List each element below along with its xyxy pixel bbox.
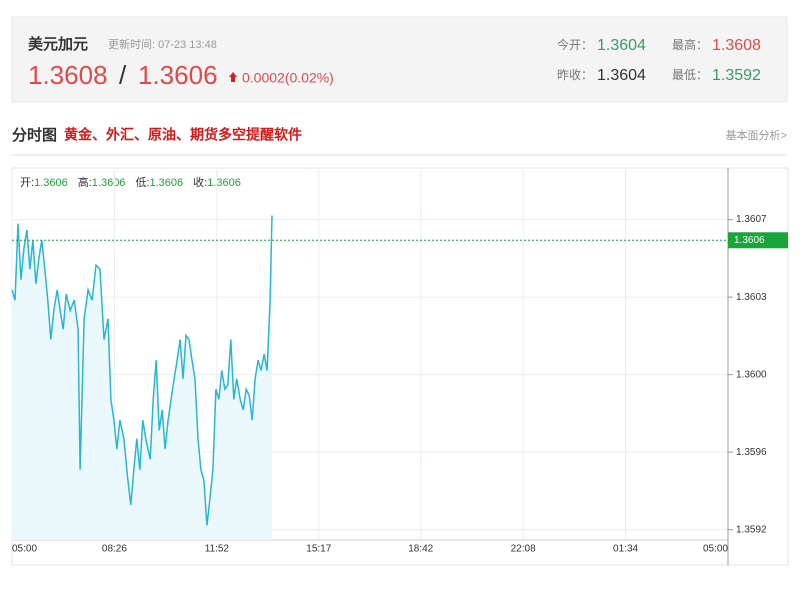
summary-value: 1.3606 xyxy=(150,177,184,189)
stat-label: 昨收： xyxy=(557,68,593,82)
y-tick-label: 1.3596 xyxy=(736,447,767,458)
summary-label: 收: xyxy=(193,175,207,189)
x-tick-label: 05:00 xyxy=(703,544,728,555)
x-tick-label: 08:26 xyxy=(102,544,127,555)
stat-label: 最高： xyxy=(672,37,708,52)
section-title: 分时图 xyxy=(12,127,57,144)
stat-value: 1.3608 xyxy=(712,37,761,54)
x-tick-label: 18:42 xyxy=(408,544,433,555)
price-2: 1.3606 xyxy=(138,60,218,90)
area xyxy=(12,215,273,540)
separator: / xyxy=(119,60,127,90)
summary-label: 开: xyxy=(20,177,34,189)
x-tick-label: 22:08 xyxy=(511,544,536,555)
x-tick-label: 11:52 xyxy=(205,544,230,555)
y-tick-label: 1.3600 xyxy=(736,369,767,380)
last-price-badge xyxy=(728,232,788,249)
x-tick-label: 01:34 xyxy=(613,544,638,555)
promo-link[interactable]: 黄金、外汇、原油、期货多空提醒软件 xyxy=(64,127,302,143)
y-tick-label: 1.3607 xyxy=(736,214,767,225)
stat-label: 今开： xyxy=(557,37,593,52)
stat-value: 1.3592 xyxy=(712,67,761,84)
x-tick-label: 15:17 xyxy=(306,544,331,555)
summary-label: 低: xyxy=(135,176,149,189)
quote-panel xyxy=(11,16,788,103)
summary-label: 高: xyxy=(78,175,92,189)
stat-label: 最低： xyxy=(672,68,708,82)
change: 0.0002(0.02%) xyxy=(242,70,334,86)
update-time: 更新时间: 07-23 13:48 xyxy=(108,37,217,51)
last-price-label: 1.3606 xyxy=(734,235,765,246)
x-tick-label: 05:00 xyxy=(12,544,37,555)
y-tick-label: 1.3592 xyxy=(736,524,767,535)
analysis-link[interactable]: 基本面分析> xyxy=(726,128,787,142)
summary-value: 1.3606 xyxy=(34,177,68,189)
up-arrow xyxy=(229,72,237,82)
price-line xyxy=(11,215,273,526)
price: 1.3608 xyxy=(28,60,108,90)
summary-value: 1.3606 xyxy=(92,177,126,189)
summary-value: 1.3606 xyxy=(207,177,241,189)
stat-value: 1.3604 xyxy=(597,67,646,84)
y-tick-label: 1.3603 xyxy=(736,292,767,303)
stat-value: 1.3604 xyxy=(597,37,646,54)
symbol-name: 美元加元 xyxy=(28,35,88,53)
